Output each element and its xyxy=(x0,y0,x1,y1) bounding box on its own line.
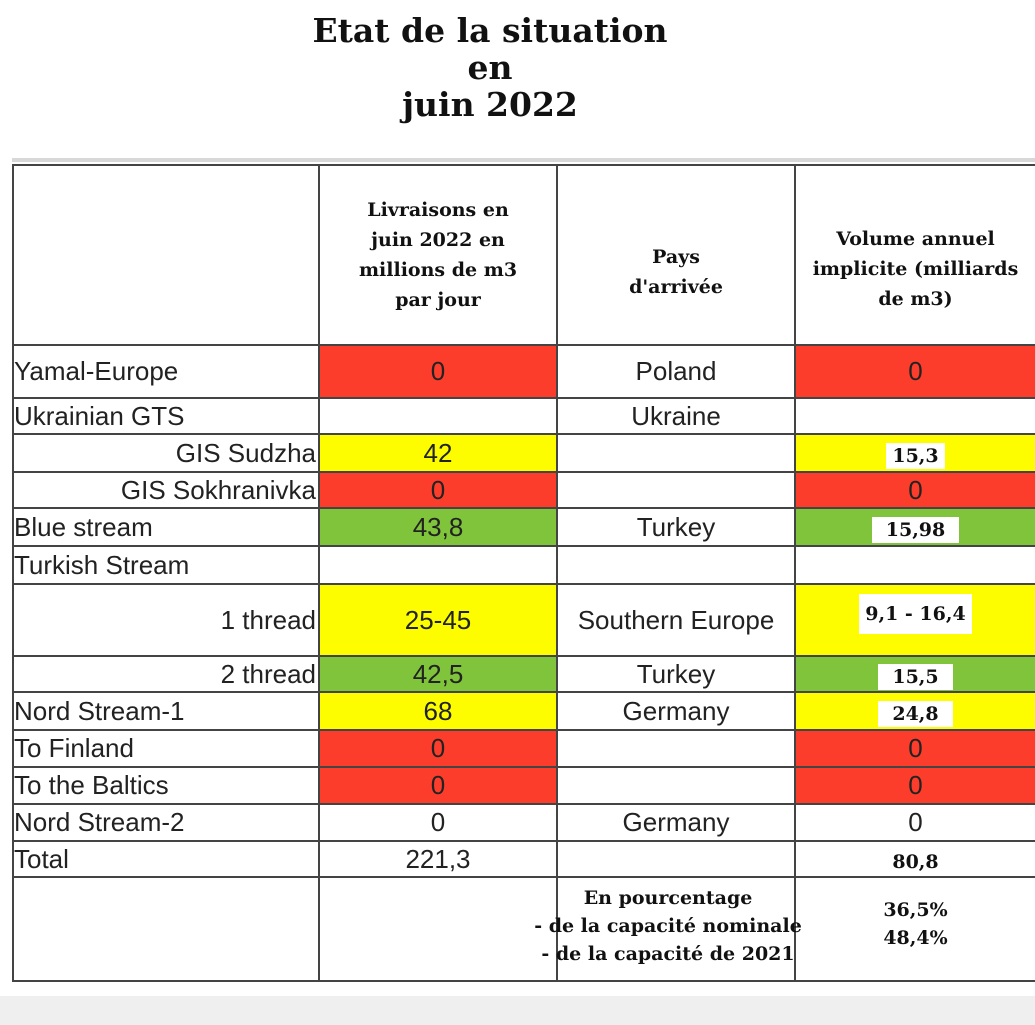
pipeline-name: 2 thread xyxy=(12,655,320,693)
delivery-value: 68 xyxy=(318,691,558,731)
arrival-country: Germany xyxy=(556,691,796,731)
delivery-value xyxy=(318,397,558,435)
percentage-2021: 48,4% xyxy=(883,927,948,949)
table-row-total: Total 221,3 80,8 xyxy=(12,840,1035,878)
arrival-country: Turkey xyxy=(556,655,796,693)
delivery-value: 42,5 xyxy=(318,655,558,693)
annual-volume xyxy=(794,397,1035,435)
header-country-cell: Pays d'arrivée xyxy=(556,164,796,346)
empty-cell xyxy=(12,876,320,982)
percentage-values: 36,5% 48,4% xyxy=(797,896,1034,952)
table-row: 1 thread 25-45 Southern Europe 9,1 - 16,… xyxy=(12,583,1035,657)
header-empty-cell xyxy=(12,164,320,346)
arrival-country xyxy=(556,729,796,768)
title-line-2: en xyxy=(467,48,513,87)
pipeline-name: Total xyxy=(12,840,320,878)
annual-volume: 0 xyxy=(794,344,1035,399)
pipeline-name: To the Baltics xyxy=(12,766,320,805)
annual-volume-cell: 15,5 xyxy=(794,655,1035,693)
annual-volume: 80,8 xyxy=(892,850,939,873)
percentage-values-cell: 36,5% 48,4% xyxy=(794,876,1035,982)
header-country: Pays d'arrivée xyxy=(629,246,723,298)
annual-volume: 15,5 xyxy=(878,663,953,690)
pipeline-name: GIS Sokhranivka xyxy=(12,471,320,509)
annual-volume xyxy=(794,545,1035,585)
table-row: Nord Stream-1 68 Germany 24,8 xyxy=(12,691,1035,731)
bottom-strip xyxy=(0,996,1035,1025)
arrival-country xyxy=(556,840,796,878)
percentage-nominal: 36,5% xyxy=(883,899,948,921)
pipeline-name: Yamal-Europe xyxy=(12,344,320,399)
title-line-1: Etat de la situation xyxy=(312,11,668,50)
empty-cell xyxy=(318,876,558,982)
pipeline-name: Nord Stream-1 xyxy=(12,691,320,731)
pipeline-name: To Finland xyxy=(12,729,320,768)
annual-volume: 0 xyxy=(794,471,1035,509)
percentage-label-line-1: En pourcentage xyxy=(583,887,753,909)
delivery-value: 0 xyxy=(318,471,558,509)
table-row: Turkish Stream xyxy=(12,545,1035,585)
annual-volume: 15,3 xyxy=(886,442,945,469)
header-row: Livraisons en juin 2022 en millions de m… xyxy=(12,164,1035,346)
arrival-country: Ukraine xyxy=(556,397,796,435)
pipeline-name: Blue stream xyxy=(12,507,320,547)
annual-volume: 0 xyxy=(794,729,1035,768)
table-row: Blue stream 43,8 Turkey 15,98 xyxy=(12,507,1035,547)
delivery-value: 0 xyxy=(318,344,558,399)
gas-deliveries-table: Livraisons en juin 2022 en millions de m… xyxy=(12,164,1035,982)
arrival-country xyxy=(556,766,796,805)
table-row: Ukrainian GTS Ukraine xyxy=(12,397,1035,435)
pipeline-name: Nord Stream-2 xyxy=(12,803,320,842)
annual-volume-cell: 15,98 xyxy=(794,507,1035,547)
arrival-country: Germany xyxy=(556,803,796,842)
table-row: GIS Sokhranivka 0 0 xyxy=(12,471,1035,509)
percentage-label-line-3: - de la capacité de 2021 xyxy=(541,943,795,965)
annual-volume: 15,98 xyxy=(871,516,960,543)
table-row: To Finland 0 0 xyxy=(12,729,1035,768)
table-row: Yamal-Europe 0 Poland 0 xyxy=(12,344,1035,399)
table-row: 2 thread 42,5 Turkey 15,5 xyxy=(12,655,1035,693)
annual-volume-cell: 9,1 - 16,4 xyxy=(794,583,1035,657)
header-volume-cell: Volume annuel implicite (milliards de m3… xyxy=(794,164,1035,346)
header-deliveries: Livraisons en juin 2022 en millions de m… xyxy=(358,199,518,311)
table-row: Nord Stream-2 0 Germany 0 xyxy=(12,803,1035,842)
table-row: To the Baltics 0 0 xyxy=(12,766,1035,805)
pipeline-name: Ukrainian GTS xyxy=(12,397,320,435)
percentage-label-cell: En pourcentage - de la capacité nominale… xyxy=(534,876,802,982)
arrival-country: Poland xyxy=(556,344,796,399)
annual-volume: 24,8 xyxy=(878,700,953,727)
delivery-value: 42 xyxy=(318,433,558,473)
delivery-value: 43,8 xyxy=(318,507,558,547)
arrival-country: Turkey xyxy=(556,507,796,547)
delivery-value: 221,3 xyxy=(318,840,558,878)
delivery-value: 0 xyxy=(318,729,558,768)
delivery-value: 25-45 xyxy=(318,583,558,657)
title-line-3: juin 2022 xyxy=(402,85,578,124)
annual-volume-cell: 24,8 xyxy=(794,691,1035,731)
annual-volume-cell: 80,8 xyxy=(794,840,1035,878)
percentage-row: En pourcentage - de la capacité nominale… xyxy=(12,876,1035,982)
delivery-value xyxy=(318,545,558,585)
pipeline-name: 1 thread xyxy=(12,583,320,657)
percentage-label: En pourcentage - de la capacité nominale… xyxy=(518,884,818,968)
top-divider xyxy=(12,158,1035,162)
delivery-value: 0 xyxy=(318,803,558,842)
pipeline-name: Turkish Stream xyxy=(12,545,320,585)
arrival-country: Southern Europe xyxy=(556,583,796,657)
arrival-country xyxy=(556,433,796,473)
delivery-value: 0 xyxy=(318,766,558,805)
pipeline-name: GIS Sudzha xyxy=(12,433,320,473)
header-deliveries-cell: Livraisons en juin 2022 en millions de m… xyxy=(318,164,558,346)
arrival-country xyxy=(556,545,796,585)
arrival-country xyxy=(556,471,796,509)
page-title: Etat de la situation en juin 2022 xyxy=(280,12,700,123)
percentage-label-line-2: - de la capacité nominale xyxy=(534,915,802,937)
annual-volume-cell: 15,3 xyxy=(794,433,1035,473)
annual-volume: 0 xyxy=(794,766,1035,805)
header-volume: Volume annuel implicite (milliards de m3… xyxy=(812,228,1019,310)
annual-volume: 9,1 - 16,4 xyxy=(859,594,972,634)
annual-volume: 0 xyxy=(794,803,1035,842)
table-row: GIS Sudzha 42 15,3 xyxy=(12,433,1035,473)
